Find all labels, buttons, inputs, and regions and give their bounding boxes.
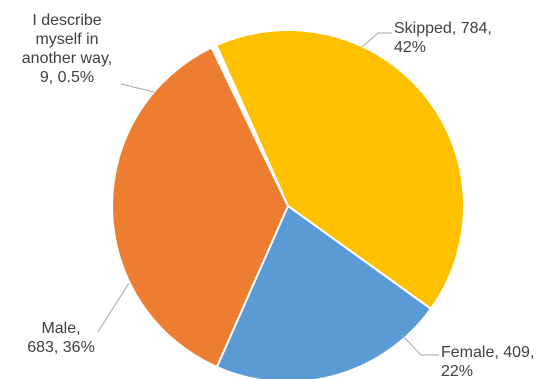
data-label-line: 9, 0.5% [40, 69, 94, 86]
data-label-line: I describe [32, 12, 101, 29]
data-label-line: Skipped, 784, [394, 20, 492, 37]
data-label-i-describe-myself-in-another-way: I describe myself in another way, 9, 0.5% [22, 12, 112, 86]
data-label-line: myself in [35, 31, 98, 48]
pie-slice-female [215, 205, 432, 379]
data-label-skipped: Skipped, 784, 42% [394, 20, 492, 56]
pie-slice-skipped [215, 29, 465, 310]
data-labels-layer: Skipped, 784, 42% Female, 409, 22% Male, 683,… [22, 12, 535, 379]
data-label-line: Female, 409, [441, 344, 534, 361]
data-label-line: Male, [41, 320, 80, 337]
leader-line-female [401, 334, 439, 356]
data-label-line: 22% [441, 363, 473, 379]
slices-layer [111, 29, 465, 379]
data-label-female: Female, 409, 22% [441, 344, 534, 379]
pie-slice-male [111, 46, 289, 368]
data-label-line: another way, [22, 50, 112, 67]
pie-slice-i-describe-myself-in-another-way [210, 44, 289, 207]
data-label-line: 683, 36% [27, 339, 95, 356]
leader-line-i-describe-myself-in-another-way [120, 83, 155, 93]
data-label-male: Male, 683, 36% [27, 320, 95, 356]
leader-line-male [97, 282, 130, 333]
leader-line-skipped [361, 32, 392, 48]
data-label-line: 42% [394, 39, 426, 56]
leader-lines-layer [97, 32, 439, 356]
